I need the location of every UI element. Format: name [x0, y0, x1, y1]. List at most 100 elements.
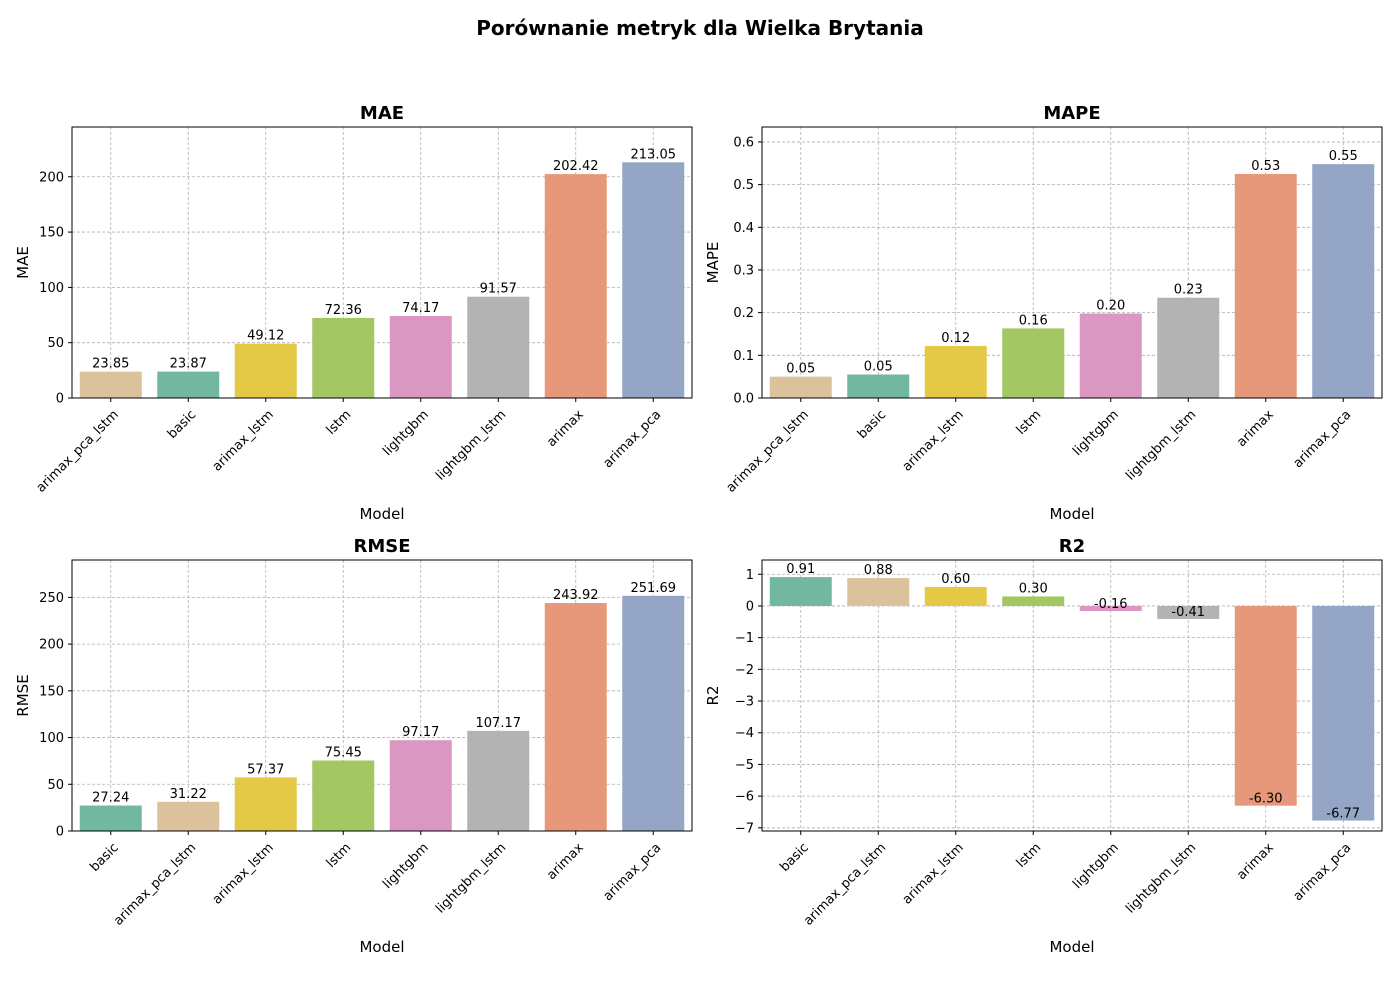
mae-value-label: 74.17	[402, 301, 439, 316]
rmse-value-label: 243.92	[553, 588, 599, 603]
mape-ytick-label: 0.2	[733, 306, 754, 321]
rmse-xlabel: Model	[359, 938, 404, 956]
mape-bar-basic	[847, 374, 910, 398]
mae-bar-arimax_lstm	[234, 343, 297, 398]
mape-value-label: 0.12	[941, 331, 970, 346]
rmse-ylabel: RMSE	[14, 674, 32, 716]
r2-bar-lightgbm_lstm	[1157, 605, 1220, 619]
mape-ytick-label: 0.1	[733, 349, 754, 364]
mape-bar-lightgbm_lstm	[1157, 297, 1220, 398]
mae-value-label: 23.85	[92, 357, 129, 372]
r2-xtick-label: lstm	[1014, 840, 1045, 871]
mape-bar-lightgbm	[1079, 313, 1142, 398]
rmse-ytick-label: 100	[39, 731, 64, 746]
mae-ytick-label: 200	[39, 170, 64, 185]
r2-xtick-label: arimax_pca_lstm	[801, 840, 889, 928]
r2-value-label: 0.60	[941, 572, 970, 587]
mae-bar-arimax_pca	[622, 162, 685, 398]
mae-bar-lightgbm_lstm	[467, 296, 530, 398]
mape-ytick-label: 0.6	[733, 135, 754, 150]
mape-ylabel: MAPE	[704, 242, 722, 284]
rmse-ytick-label: 250	[39, 591, 64, 606]
r2-value-label: -0.41	[1171, 605, 1205, 620]
rmse-bar-arimax	[544, 603, 607, 831]
r2-value-label: -6.77	[1326, 807, 1360, 822]
mape-bar-lstm	[1002, 328, 1065, 398]
mae-value-label: 72.36	[325, 303, 362, 318]
r2-value-label: -0.16	[1094, 597, 1128, 612]
mae-bar-lightgbm	[389, 315, 452, 398]
r2-xtick-label: lightgbm_lstm	[1123, 840, 1199, 916]
mae-ytick-label: 0	[56, 392, 64, 407]
rmse-bar-lightgbm_lstm	[467, 730, 530, 831]
mae-value-label: 23.87	[170, 357, 207, 372]
rmse-axes-frame	[71, 559, 693, 832]
r2-value-label: 0.91	[786, 562, 815, 577]
rmse-title: RMSE	[353, 536, 410, 557]
rmse-value-label: 31.22	[170, 787, 207, 802]
mae-value-label: 91.57	[480, 282, 517, 297]
r2-ylabel: R2	[704, 686, 722, 706]
r2-ytick-label: −7	[735, 821, 754, 836]
r2-ytick-label: −3	[735, 695, 754, 710]
r2-ytick-label: −4	[735, 726, 754, 741]
mape-xlabel: Model	[1049, 505, 1094, 523]
r2-ytick-label: −6	[735, 790, 754, 805]
mae-value-label: 49.12	[247, 329, 284, 344]
rmse-value-label: 75.45	[325, 745, 362, 760]
figure-title: Porównanie metryk dla Wielka Brytania	[476, 16, 924, 40]
mape-value-label: 0.16	[1019, 313, 1048, 328]
mape-bar-arimax_pca_lstm	[769, 376, 832, 398]
rmse-bar-lstm	[312, 760, 375, 831]
r2-bar-arimax	[1234, 605, 1297, 806]
rmse-value-label: 107.17	[476, 716, 522, 731]
mape-value-label: 0.53	[1251, 159, 1280, 174]
r2-ytick-label: −2	[735, 663, 754, 678]
mae-ylabel: MAE	[14, 246, 32, 279]
rmse-ytick-label: 0	[56, 825, 64, 840]
r2-bar-lstm	[1002, 596, 1065, 606]
r2-ytick-label: 0	[746, 599, 754, 614]
rmse-bar-basic	[79, 805, 142, 831]
mape-ytick-label: 0.0	[733, 392, 754, 407]
mae-ytick-label: 50	[47, 336, 64, 351]
mape-value-label: 0.20	[1096, 298, 1125, 313]
mape-title: MAPE	[1043, 103, 1100, 124]
mae-axes-frame	[71, 126, 693, 399]
rmse-bar-arimax_pca_lstm	[157, 801, 220, 831]
r2-xtick-label: basic	[777, 840, 811, 874]
mape-bar-arimax	[1234, 173, 1297, 398]
r2-xtick-label: arimax	[1234, 840, 1277, 883]
r2-bar-arimax_pca_lstm	[847, 578, 910, 606]
mape-value-label: 0.05	[786, 362, 815, 377]
mae-bar-lstm	[312, 317, 375, 398]
rmse-value-label: 27.24	[92, 791, 129, 806]
mae-value-label: 202.42	[553, 159, 599, 174]
mape-ytick-label: 0.3	[733, 263, 754, 278]
mae-xlabel: Model	[359, 505, 404, 523]
rmse-bar-lightgbm	[389, 740, 452, 831]
mape-ytick-label: 0.5	[733, 178, 754, 193]
r2-xtick-label: lightgbm	[1070, 840, 1122, 892]
mape-value-label: 0.23	[1174, 283, 1203, 298]
r2-axes-frame	[761, 559, 1383, 832]
r2-bar-arimax_pca	[1312, 605, 1375, 821]
rmse-ytick-label: 200	[39, 638, 64, 653]
rmse-bar-arimax_lstm	[234, 777, 297, 831]
r2-bar-arimax_lstm	[924, 586, 987, 606]
mae-ytick-label: 150	[39, 226, 64, 241]
mape-bar-arimax_pca	[1312, 164, 1375, 398]
mae-ytick-label: 100	[39, 281, 64, 296]
rmse-value-label: 97.17	[402, 725, 439, 740]
mape-bar-arimax_lstm	[924, 345, 987, 398]
rmse-bar-arimax_pca	[622, 595, 685, 831]
mape-value-label: 0.55	[1329, 149, 1358, 164]
rmse-value-label: 251.69	[631, 581, 677, 596]
mae-value-label: 213.05	[631, 147, 677, 162]
r2-xlabel: Model	[1049, 938, 1094, 956]
mape-value-label: 0.05	[864, 360, 893, 375]
